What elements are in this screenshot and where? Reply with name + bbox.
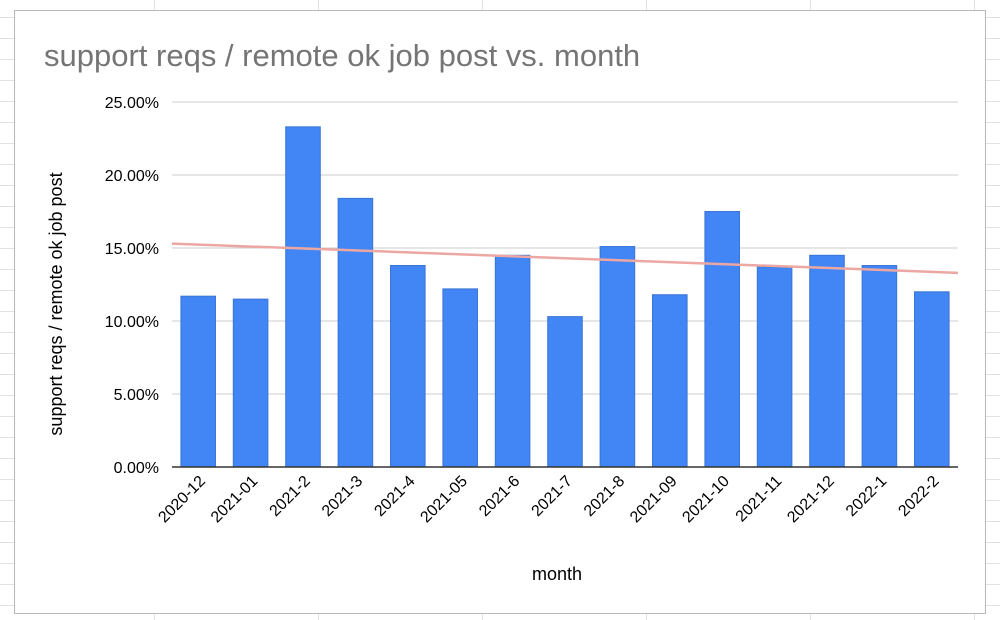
bar xyxy=(756,266,793,468)
x-tick-label: 2021-7 xyxy=(529,473,576,520)
bar-series xyxy=(180,126,950,468)
y-tick-label: 25.00% xyxy=(105,95,159,112)
x-tick-label: 2021-11 xyxy=(733,473,786,526)
bar xyxy=(180,295,216,468)
x-tick-label: 2021-01 xyxy=(208,473,262,527)
bar xyxy=(337,197,374,468)
bar xyxy=(861,265,898,468)
x-tick-label: 2021-12 xyxy=(784,473,838,527)
chart-title: support reqs / remote ok job post vs. mo… xyxy=(44,38,640,73)
y-tick-label: 15.00% xyxy=(105,241,159,258)
y-tick-label: 20.00% xyxy=(105,168,159,185)
x-tick-label: 2022-2 xyxy=(895,473,942,520)
x-tick-label: 2021-4 xyxy=(371,473,418,520)
bar xyxy=(547,316,583,468)
y-tick-label: 0.00% xyxy=(114,460,159,477)
bar xyxy=(652,294,688,468)
bar xyxy=(442,288,478,468)
bar xyxy=(285,126,321,468)
trendline xyxy=(171,242,959,275)
x-tick-label: 2021-09 xyxy=(627,473,681,527)
x-tick-label: 2021-8 xyxy=(581,473,628,520)
x-tick-label: 2021-10 xyxy=(679,473,733,527)
bar xyxy=(494,254,531,468)
y-tick-labels: 0.00% 5.00% 10.00% 15.00% 20.00% 25.00% xyxy=(105,95,159,477)
x-tick-label: 2021-2 xyxy=(267,473,314,520)
bar xyxy=(809,254,845,468)
bar xyxy=(390,265,426,468)
x-axis-label: month xyxy=(532,564,582,584)
y-tick-label: 10.00% xyxy=(105,314,159,331)
bar xyxy=(914,291,950,468)
x-tick-label: 2020-12 xyxy=(155,473,209,527)
bar xyxy=(704,211,740,468)
y-tick-label: 5.00% xyxy=(114,387,159,404)
bar xyxy=(599,246,636,468)
x-tick-label: 2022-1 xyxy=(843,473,890,520)
x-tick-label: 2021-3 xyxy=(319,473,366,520)
x-tick-label: 2021-05 xyxy=(417,473,471,527)
y-axis-label: support reqs / remote ok job post xyxy=(46,172,66,435)
bar xyxy=(232,298,269,468)
x-tick-label: 2021-6 xyxy=(476,473,523,520)
